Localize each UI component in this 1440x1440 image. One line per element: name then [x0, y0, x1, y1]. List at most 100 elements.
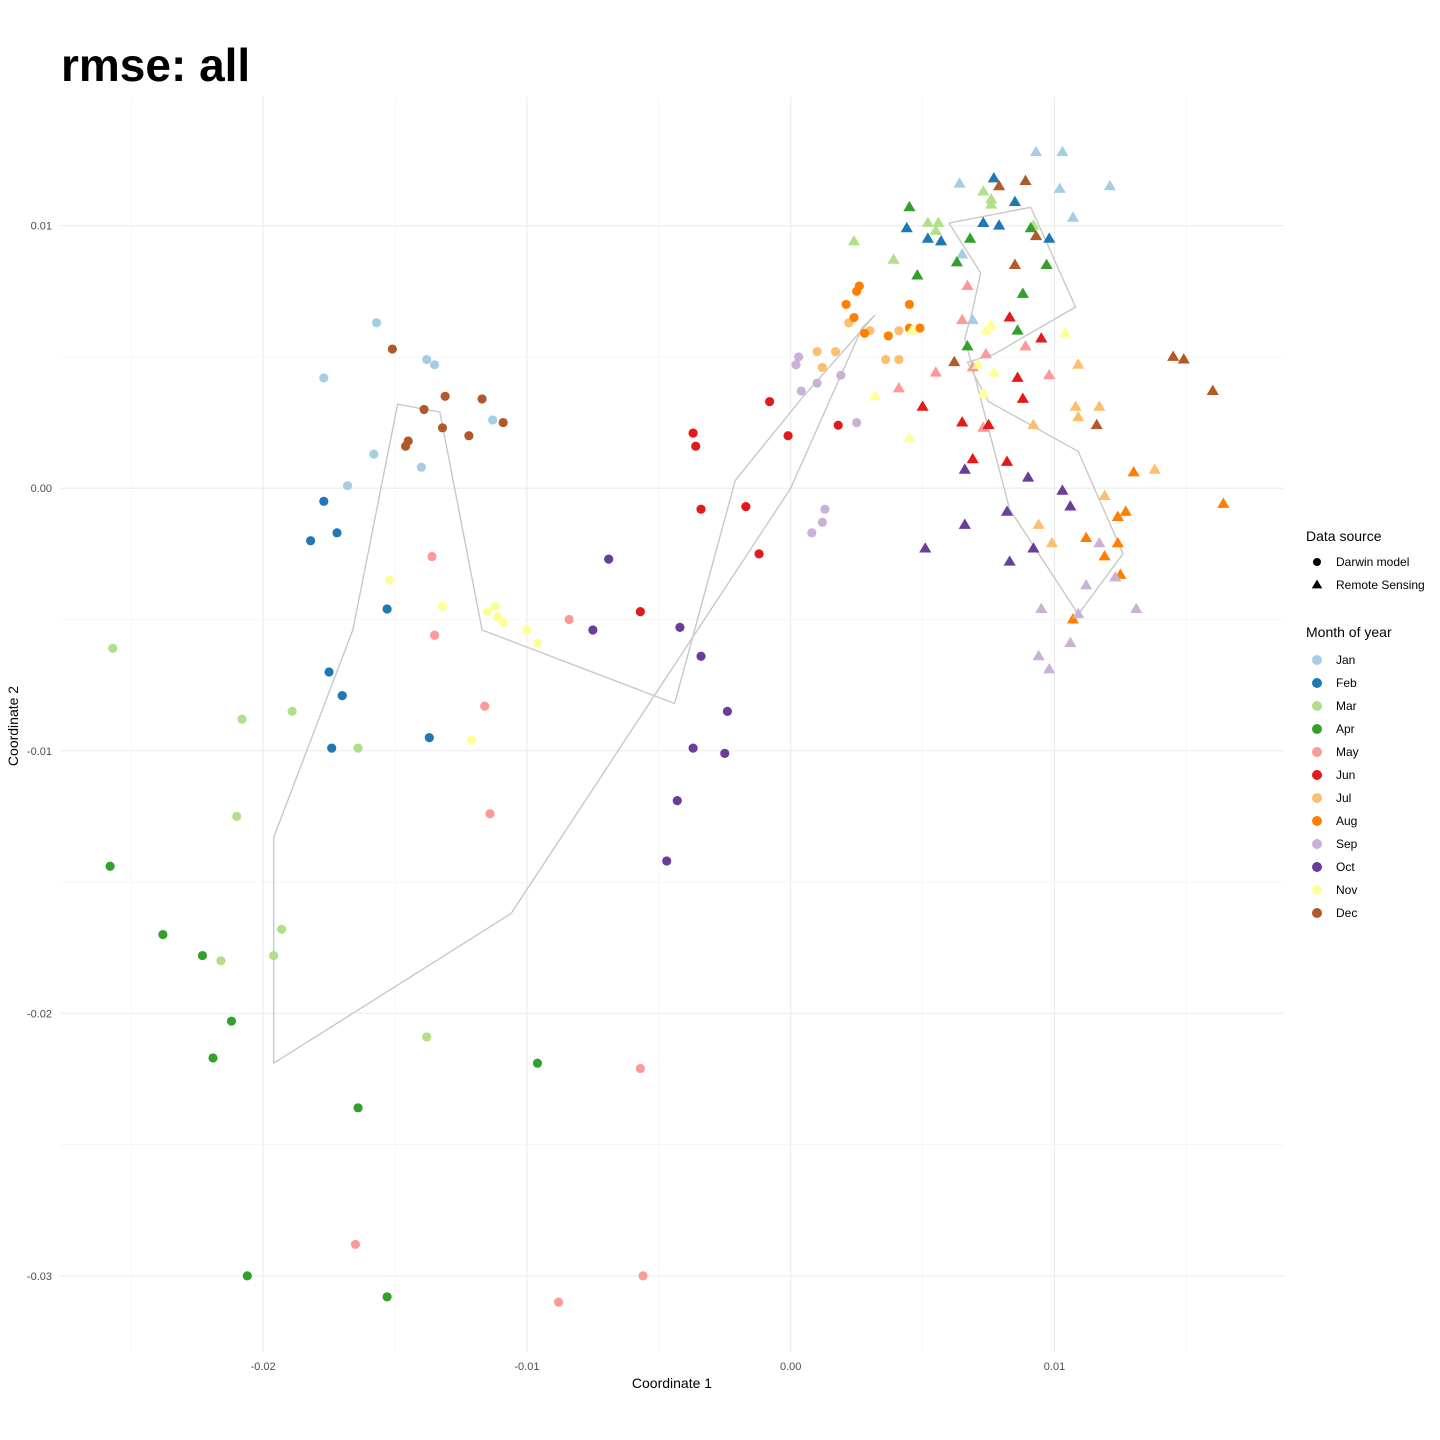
remote-point-aug: [1111, 510, 1124, 522]
remote-point-jun: [966, 452, 979, 464]
legend-swatch-apr: [1312, 724, 1322, 734]
darwin-point-feb: [382, 604, 392, 614]
remote-point-jul: [1069, 400, 1082, 411]
darwin-point-sep: [807, 528, 817, 538]
darwin-point-jan: [371, 318, 382, 328]
remote-point-aug: [1127, 466, 1140, 477]
remote-point-apr: [961, 340, 974, 351]
legend-swatch-jun: [1312, 770, 1322, 780]
remote-point-oct: [919, 542, 932, 553]
hull-outline: [272, 314, 876, 1064]
darwin-point-mar: [216, 956, 226, 966]
remote-point-may: [929, 366, 942, 377]
remote-point-dec: [993, 179, 1006, 191]
darwin-point-dec: [464, 431, 474, 441]
darwin-point-jul: [881, 354, 891, 365]
remote-point-oct: [958, 518, 971, 529]
hull-outlines: [272, 206, 1124, 1064]
legend-label-month: Jun: [1336, 768, 1355, 782]
remote-point-nov: [903, 431, 916, 443]
remote-point-dec: [1029, 229, 1043, 241]
remote-point-may: [1043, 368, 1056, 380]
darwin-point-nov: [437, 601, 448, 611]
remote-point-aug: [1217, 497, 1230, 508]
darwin-point-nov: [466, 735, 477, 745]
legend-title-month: Month of year: [1306, 624, 1392, 640]
remote-point-jun: [916, 400, 929, 411]
darwin-point-mar: [269, 950, 279, 961]
darwin-point-dec: [387, 344, 397, 354]
darwin-point-feb: [327, 743, 337, 753]
legend-label-month: Sep: [1336, 837, 1358, 851]
darwin-point-nov: [482, 607, 492, 617]
legend-label-month: Aug: [1336, 814, 1357, 828]
remote-point-apr: [903, 200, 916, 212]
darwin-point-jul: [894, 326, 904, 336]
remote-point-oct: [958, 463, 971, 474]
remote-point-feb: [1043, 232, 1056, 243]
remote-point-oct: [1056, 484, 1069, 495]
darwin-point-mar: [276, 924, 287, 934]
chart-title: rmse: all: [61, 39, 250, 91]
remote-point-apr: [911, 269, 924, 280]
remote-point-nov: [905, 324, 919, 335]
remote-point-mar: [985, 198, 998, 209]
legend-triangle-icon: [1311, 579, 1323, 589]
darwin-point-sep: [812, 378, 822, 388]
remote-point-nov: [977, 387, 990, 398]
x-axis-title: Coordinate 1: [632, 1375, 712, 1391]
remote-point-aug: [1119, 505, 1132, 516]
darwin-point-aug: [883, 331, 893, 341]
remote-point-aug: [1080, 531, 1093, 543]
darwin-point-dec: [400, 441, 411, 451]
darwin-point-jan: [369, 449, 379, 459]
remote-point-oct: [1003, 555, 1016, 566]
remote-point-may: [961, 279, 974, 291]
y-tick-label: -0.03: [27, 1271, 52, 1283]
remote-point-nov: [987, 366, 1000, 377]
darwin-point-mar: [353, 743, 363, 753]
darwin-point-jan: [342, 480, 353, 491]
remote-point-dec: [1177, 353, 1190, 364]
darwin-point-oct: [720, 748, 730, 758]
darwin-point-jun: [696, 504, 706, 514]
darwin-point-jul: [812, 347, 822, 357]
y-tick-label: 0.01: [31, 221, 52, 233]
plot-grid: [60, 97, 1284, 1352]
remote-point-sep: [1035, 602, 1048, 613]
darwin-point-may: [564, 614, 574, 625]
darwin-point-jun: [765, 396, 775, 407]
remote-point-feb: [900, 221, 913, 233]
remote-point-feb: [977, 216, 990, 227]
darwin-point-jun: [833, 420, 843, 430]
darwin-point-sep: [817, 517, 827, 527]
y-tick-label: -0.01: [27, 746, 52, 758]
remote-point-feb: [1008, 195, 1022, 206]
darwin-point-apr: [105, 861, 115, 871]
remote-point-mar: [887, 253, 900, 264]
legend-swatch-jan: [1312, 655, 1322, 665]
darwin-point-apr: [208, 1053, 218, 1063]
legend-swatch-dec: [1312, 908, 1322, 918]
darwin-point-oct: [675, 622, 685, 632]
darwin-point-apr: [382, 1292, 392, 1302]
darwin-point-aug: [854, 281, 864, 291]
x-tick-label: 0.01: [1044, 1361, 1065, 1373]
darwin-point-may: [427, 551, 437, 562]
remote-point-jun: [1016, 392, 1029, 403]
darwin-point-mar: [232, 811, 242, 821]
darwin-point-aug: [841, 299, 851, 310]
hull-outline: [948, 206, 1124, 616]
remote-point-dec: [1206, 384, 1219, 396]
y-tick-label: -0.02: [27, 1008, 52, 1020]
remote-point-jul: [1148, 463, 1161, 474]
remote-point-apr: [1016, 287, 1029, 298]
remote-point-dec: [1090, 418, 1103, 430]
remote-point-jan: [1029, 145, 1043, 157]
remote-point-feb: [987, 171, 1000, 183]
legend-swatch-jul: [1312, 793, 1322, 803]
remote-point-jan: [956, 248, 969, 259]
remote-point-oct: [1064, 500, 1077, 511]
darwin-point-jun: [688, 428, 698, 438]
